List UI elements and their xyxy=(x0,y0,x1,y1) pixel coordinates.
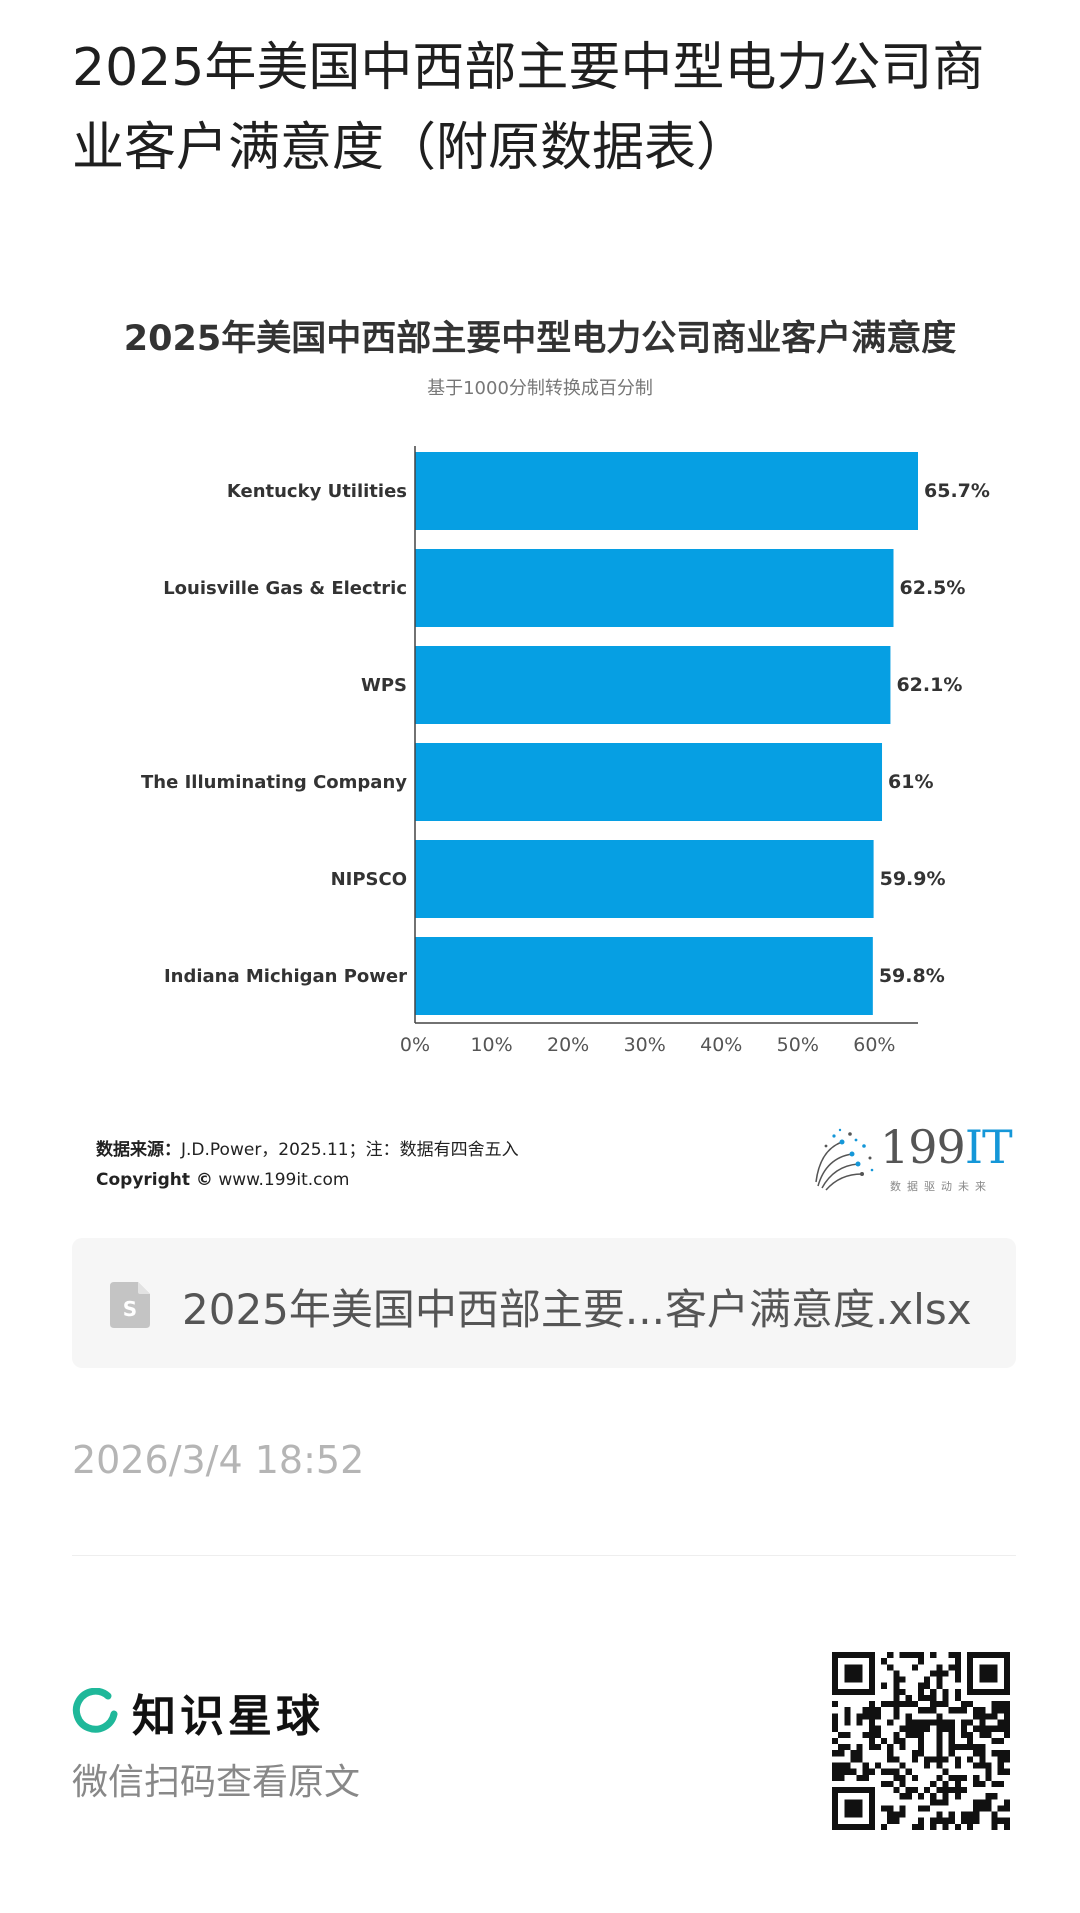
category-label: Kentucky Utilities xyxy=(227,481,407,502)
scan-hint: 微信扫码查看原文 xyxy=(72,1762,361,1803)
chart-title: 2025年美国中西部主要中型电力公司商业客户满意度 xyxy=(123,319,957,359)
bar xyxy=(415,743,883,821)
brand-number: 199 xyxy=(880,1120,966,1174)
brand-slogan: 数据驱动未来 xyxy=(890,1180,992,1193)
spreadsheet-file-icon: S xyxy=(110,1282,150,1328)
divider xyxy=(72,1555,1016,1556)
bar-chart: Kentucky Utilities 65.7% Louisville Gas & … xyxy=(141,446,990,1056)
data-label: 61% xyxy=(888,771,933,793)
chart-card: 2025年美国中西部主要中型电力公司商业客户满意度 基于1000分制转换成百分制… xyxy=(72,290,1013,1210)
x-tick-label: 20% xyxy=(547,1034,589,1056)
x-tick-label: 40% xyxy=(700,1034,742,1056)
zsxq-logo-icon xyxy=(72,1688,118,1733)
brand-wordmark: 199IT xyxy=(880,1120,1013,1174)
svg-text:S: S xyxy=(123,1297,137,1321)
brand-letters: IT xyxy=(964,1120,1013,1174)
data-label: 59.8% xyxy=(879,965,945,987)
copyright-url: www.199it.com xyxy=(212,1170,350,1190)
category-label: NIPSCO xyxy=(331,869,407,890)
x-tick-label: 50% xyxy=(777,1034,819,1056)
data-label: 59.9% xyxy=(880,868,946,890)
attachment-file-card[interactable]: S 2025年美国中西部主要...客户满意度.xlsx xyxy=(72,1238,1016,1368)
chart-source: 数据来源：J.D.Power，2025.11；注：数据有四舍五入 Copyrig… xyxy=(96,1135,519,1195)
bar xyxy=(415,452,918,530)
source-label: 数据来源： xyxy=(96,1140,181,1160)
page-title: 2025年美国中西部主要中型电力公司商业客户满意度（附原数据表） xyxy=(72,38,985,178)
data-label: 65.7% xyxy=(924,480,990,502)
brand-logo-199it: 199IT 数据驱动未来 xyxy=(812,1120,1013,1200)
bar xyxy=(415,646,891,724)
category-label: The Illuminating Company xyxy=(141,772,407,793)
x-tick-label: 10% xyxy=(470,1034,512,1056)
category-label: WPS xyxy=(361,675,407,696)
attachment-file-name[interactable]: 2025年美国中西部主要...客户满意度.xlsx xyxy=(182,1285,972,1334)
post-timestamp: 2026/3/4 18:52 xyxy=(72,1438,365,1482)
copyright-label: Copyright © xyxy=(96,1170,213,1190)
x-tick-label: 30% xyxy=(624,1034,666,1056)
chart-subtitle: 基于1000分制转换成百分制 xyxy=(427,378,653,399)
bar xyxy=(415,937,873,1015)
source-text: J.D.Power，2025.11；注：数据有四舍五入 xyxy=(181,1140,519,1160)
x-tick-label: 0% xyxy=(400,1034,430,1056)
data-label: 62.1% xyxy=(896,674,962,696)
bar xyxy=(415,840,874,918)
category-label: Louisville Gas & Electric xyxy=(163,578,407,599)
x-tick-label: 60% xyxy=(853,1034,895,1056)
data-label: 62.5% xyxy=(900,577,966,599)
category-label: Indiana Michigan Power xyxy=(164,966,407,987)
dandelion-icon xyxy=(815,1128,874,1191)
qr-code[interactable] xyxy=(832,1652,1010,1830)
zsxq-brand-name: 知识星球 xyxy=(132,1691,324,1742)
bar xyxy=(415,549,894,627)
